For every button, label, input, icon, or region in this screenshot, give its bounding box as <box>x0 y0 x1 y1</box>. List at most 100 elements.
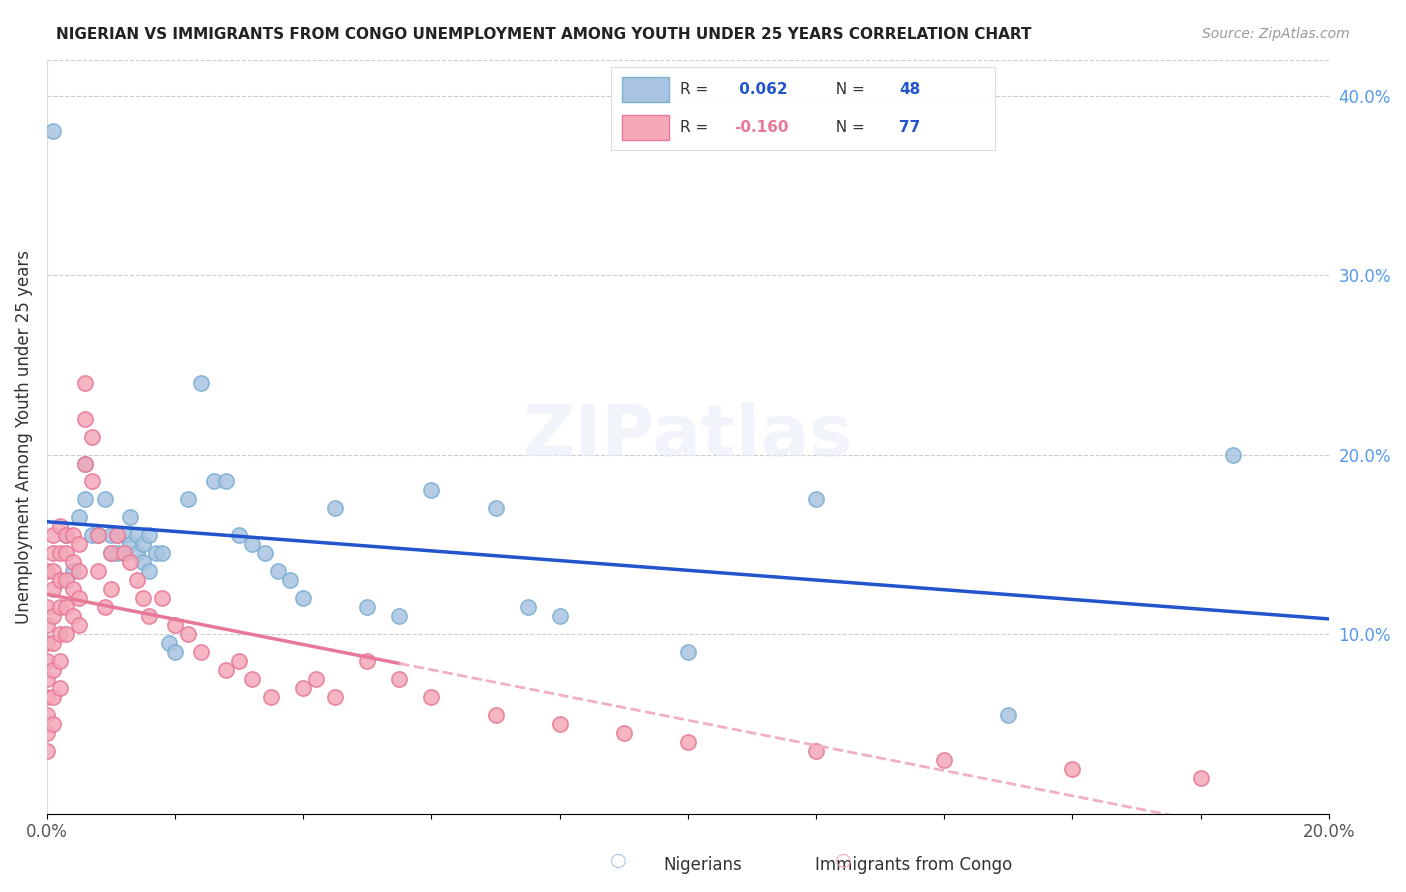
Point <box>165 645 187 659</box>
Point <box>75 457 97 471</box>
Point <box>42 546 65 560</box>
Point <box>42 690 65 704</box>
Point <box>62 564 84 578</box>
Point <box>105 528 128 542</box>
Point <box>75 376 97 390</box>
Point <box>48 573 70 587</box>
Point <box>80 528 103 542</box>
Point <box>388 672 411 686</box>
Point <box>215 475 238 489</box>
Point <box>323 501 346 516</box>
Point <box>80 475 103 489</box>
Point <box>132 591 155 606</box>
Text: Source: ZipAtlas.com: Source: ZipAtlas.com <box>1202 27 1350 41</box>
Point <box>67 591 90 606</box>
Point <box>202 475 225 489</box>
Point <box>105 528 128 542</box>
Point <box>120 537 142 551</box>
Point <box>484 501 506 516</box>
Point <box>356 654 378 668</box>
Point <box>138 609 160 624</box>
Text: ○: ○ <box>835 851 852 870</box>
Point <box>93 600 115 615</box>
Point <box>42 564 65 578</box>
Point <box>356 600 378 615</box>
Point <box>42 716 65 731</box>
Point <box>323 690 346 704</box>
Point <box>1189 771 1212 785</box>
Point <box>934 753 956 767</box>
Point <box>266 564 288 578</box>
Point <box>55 528 77 542</box>
Point <box>112 546 135 560</box>
Point <box>145 546 167 560</box>
Point <box>105 546 128 560</box>
Point <box>177 627 200 641</box>
Point <box>228 654 250 668</box>
Point <box>240 672 263 686</box>
Point <box>48 681 70 695</box>
Point <box>292 591 315 606</box>
Point <box>62 555 84 569</box>
Point <box>420 690 443 704</box>
Point <box>48 654 70 668</box>
Point <box>420 483 443 498</box>
Point <box>35 600 58 615</box>
Point <box>138 564 160 578</box>
Point <box>548 609 571 624</box>
Point <box>150 591 173 606</box>
Point <box>125 546 148 560</box>
Point <box>35 744 58 758</box>
Point <box>75 492 97 507</box>
Point <box>280 573 302 587</box>
Point <box>67 618 90 632</box>
Point <box>100 582 122 597</box>
Point <box>165 618 187 632</box>
Point <box>1062 762 1084 776</box>
Point <box>112 528 135 542</box>
Point <box>55 546 77 560</box>
Point <box>190 376 212 390</box>
Point <box>55 573 77 587</box>
Point <box>67 510 90 524</box>
Point <box>125 573 148 587</box>
Point <box>676 735 699 749</box>
Point <box>253 546 276 560</box>
Point <box>93 492 115 507</box>
Point <box>305 672 328 686</box>
Point <box>62 582 84 597</box>
Point <box>35 618 58 632</box>
Point <box>132 555 155 569</box>
Point <box>100 546 122 560</box>
Point <box>35 672 58 686</box>
Point <box>125 528 148 542</box>
Point <box>87 564 110 578</box>
Point <box>75 457 97 471</box>
Point <box>35 636 58 650</box>
Point <box>48 600 70 615</box>
Point <box>676 645 699 659</box>
Text: ○: ○ <box>610 851 627 870</box>
Point <box>112 546 135 560</box>
Point <box>87 528 110 542</box>
Point <box>100 528 122 542</box>
Point <box>62 528 84 542</box>
Point <box>42 582 65 597</box>
Point <box>132 537 155 551</box>
Point <box>42 609 65 624</box>
Point <box>804 492 827 507</box>
Point <box>55 600 77 615</box>
Point <box>35 726 58 740</box>
Point <box>484 707 506 722</box>
Text: Nigerians: Nigerians <box>664 856 742 874</box>
Point <box>48 627 70 641</box>
Point <box>55 627 77 641</box>
Point <box>804 744 827 758</box>
Point <box>48 546 70 560</box>
Point <box>42 636 65 650</box>
Point <box>62 609 84 624</box>
Point <box>55 528 77 542</box>
Point <box>516 600 538 615</box>
Point <box>35 654 58 668</box>
Point <box>548 716 571 731</box>
